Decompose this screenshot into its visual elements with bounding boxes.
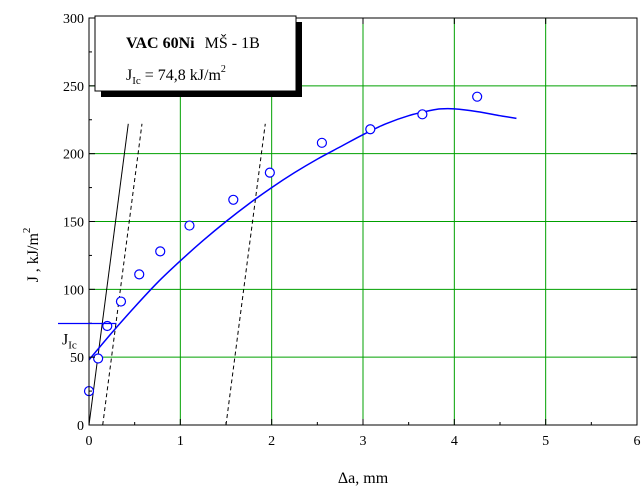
jic-marker: JIc	[58, 322, 117, 352]
y-tick-label: 150	[63, 216, 84, 231]
legend-line-1: VAC 60Ni MŠ - 1B	[126, 33, 260, 52]
data-point	[417, 109, 428, 120]
y-axis-title-main: J , kJ/m	[25, 233, 42, 283]
fit-curve-group	[88, 107, 517, 361]
offset-line	[225, 123, 266, 426]
data-point	[102, 320, 113, 332]
x-tick-label: 2	[268, 434, 275, 449]
x-tick-label: 0	[86, 434, 93, 449]
x-tick-label: 6	[634, 434, 641, 449]
data-point	[228, 194, 239, 205]
y-tick-label: 200	[63, 148, 84, 163]
data-point	[264, 167, 275, 178]
construction-lines	[88, 123, 266, 426]
x-tick-label: 4	[451, 434, 458, 449]
legend-jic-unit-sup: 2	[221, 64, 226, 75]
legend-frame	[94, 15, 297, 92]
data-point	[184, 220, 195, 231]
offset-line	[102, 123, 143, 426]
data-point	[155, 246, 166, 257]
y-axis-title-sup: 2	[21, 228, 33, 234]
legend-box: VAC 60Ni MŠ - 1B JIc = 74,8 kJ/m2	[94, 15, 302, 97]
y-axis-title: J , kJ/m2	[21, 228, 42, 283]
y-tick-label: 50	[70, 351, 84, 366]
data-point	[93, 353, 104, 364]
legend-jic-sub: Ic	[132, 75, 141, 87]
data-point	[316, 137, 327, 148]
legend-jic-value: = 74,8 kJ/m	[141, 67, 222, 84]
axes	[88, 17, 638, 426]
y-tick-label: 300	[63, 12, 84, 27]
blunting-line	[88, 123, 129, 426]
x-axis-title: Δa, mm	[338, 470, 389, 487]
data-point	[134, 269, 145, 280]
y-tick-label: 0	[77, 419, 84, 434]
legend-line-2: JIc = 74,8 kJ/m2	[126, 64, 226, 87]
legend-specimen-name: VAC 60Ni	[126, 35, 195, 52]
y-tick-label: 100	[63, 283, 84, 298]
x-tick-label: 3	[360, 434, 367, 449]
data-point	[115, 296, 127, 307]
legend-specimen-id: MŠ - 1B	[205, 33, 260, 52]
legend-jic-main: J	[126, 67, 132, 84]
fit-curve	[88, 107, 517, 361]
tick-labels: 0 1 2 3 4 5 6 0 50 100 150 200 250 300	[63, 12, 641, 449]
x-tick-label: 1	[177, 434, 184, 449]
jic-label: JIc	[62, 332, 77, 352]
jic-label-main: J	[62, 332, 68, 349]
jic-label-sub: Ic	[68, 340, 77, 352]
data-point	[365, 124, 376, 135]
x-tick-label: 5	[542, 434, 549, 449]
data-points	[83, 91, 483, 397]
y-tick-label: 250	[63, 80, 84, 95]
data-point	[472, 91, 483, 102]
